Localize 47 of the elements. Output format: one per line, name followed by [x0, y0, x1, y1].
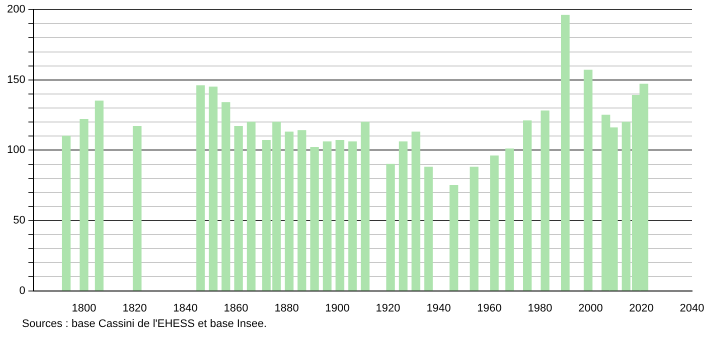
bar — [196, 85, 205, 291]
y-tick-label: 200 — [6, 4, 26, 16]
y-tick-label: 100 — [6, 144, 26, 156]
bar — [348, 141, 357, 291]
bar — [450, 185, 458, 291]
bar — [424, 166, 433, 291]
y-tick-label: 150 — [6, 74, 26, 86]
bar — [398, 141, 408, 291]
x-tick-label: 1980 — [528, 302, 552, 314]
x-tick-label: 1920 — [376, 302, 400, 314]
bar — [584, 70, 592, 291]
y-tick-label: 0 — [19, 284, 26, 297]
x-tick-label: 1860 — [224, 302, 248, 314]
bar — [490, 155, 499, 291]
bar — [505, 148, 514, 291]
x-tick-label: 1940 — [426, 302, 451, 314]
x-tick-label: 1820 — [122, 302, 147, 314]
bar — [412, 132, 420, 291]
bar — [561, 14, 570, 291]
bar — [94, 100, 104, 291]
x-tick-label: 1840 — [173, 302, 198, 314]
bar — [132, 126, 142, 291]
bar — [62, 136, 71, 291]
bar — [523, 120, 532, 291]
bar — [386, 164, 395, 291]
x-tick-label: 2000 — [578, 302, 603, 314]
bar — [336, 140, 344, 291]
bar — [470, 166, 478, 291]
bar — [222, 102, 230, 291]
x-tick-label: 1900 — [325, 302, 350, 314]
y-tick-label: 50 — [13, 214, 26, 227]
bar — [310, 147, 319, 291]
x-tick-label: 1960 — [477, 302, 502, 314]
bar — [540, 110, 550, 291]
bar — [322, 141, 332, 291]
bar — [298, 130, 306, 291]
x-tick-label: 1880 — [274, 302, 299, 314]
bar — [208, 86, 218, 291]
bar — [284, 132, 294, 291]
bar — [80, 118, 88, 291]
source-note: Sources : base Cassini de l'EHESS et base Insee. — [22, 318, 268, 330]
x-tick-label: 2040 — [680, 302, 704, 314]
bar — [360, 122, 370, 291]
bar — [234, 126, 243, 291]
x-tick-label: 1800 — [72, 302, 96, 314]
x-tick-label: 2020 — [629, 302, 654, 314]
bar — [246, 122, 256, 291]
